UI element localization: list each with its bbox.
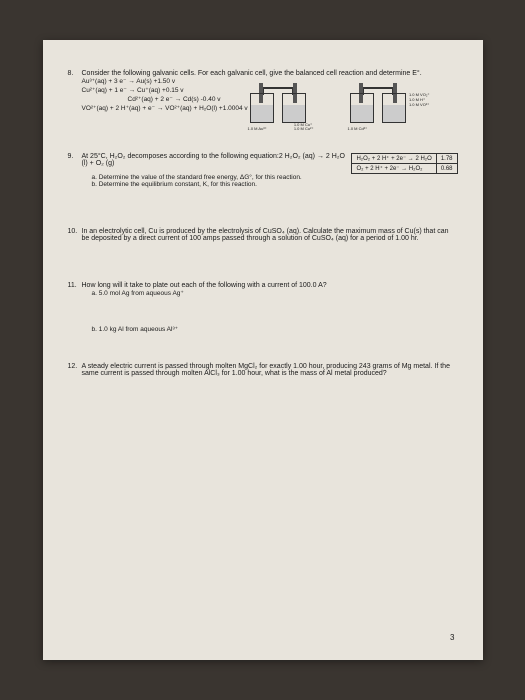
q9-b: b. Determine the equilibrium constant, K… [92,181,458,188]
table-cell: 1.78 [436,154,457,164]
q8-text: Consider the following galvanic cells. F… [82,70,458,77]
q11-b: b. 1.0 kg Al from aqueous Al³⁺ [92,325,458,333]
q10-number: 10. [68,228,82,235]
cell-diagram-2: 1.0 M Cd²⁺ 1.0 M VO₂⁺ 1.0 M H⁺ 1.0 M VO²… [348,83,408,123]
q9-a: a. Determine the value of the standard f… [92,174,458,181]
q10-text: In an electrolytic cell, Cu is produced … [82,228,458,242]
q12-number: 12. [68,363,82,370]
q8-number: 8. [68,70,82,77]
cell-diagram-1: 1.0 M Au³⁺ 1.0 M Cu⁺1.0 M Cu²⁺ [248,83,308,123]
beaker-label: 1.0 M Cd²⁺ [348,126,368,131]
question-8: 8. Consider the following galvanic cells… [68,70,458,123]
q9-text: At 25°C, H₂O₂ decomposes according to th… [82,153,348,167]
q11-number: 11. [68,282,82,289]
galvanic-cell-diagrams: 1.0 M Au³⁺ 1.0 M Cu⁺1.0 M Cu²⁺ 1.0 M Cd²… [248,83,458,123]
beaker-label: 1.0 M Cu⁺1.0 M Cu²⁺ [294,123,314,131]
q11-text: How long will it take to plate out each … [82,282,458,289]
question-9: 9. At 25°C, H₂O₂ decomposes according to… [68,153,458,188]
table-cell: O₂ + 2 H⁺ + 2e⁻ → H₂O₂ [352,164,436,174]
q11-a: a. 5.0 mol Ag from aqueous Ag⁺ [92,289,458,297]
side-label: 1.0 M VO₂⁺ 1.0 M H⁺ 1.0 M VO²⁺ [409,93,430,107]
table-cell: 0.68 [436,164,457,174]
page-number: 3 [450,633,454,642]
q9-number: 9. [68,153,82,160]
table-cell: H₂O₂ + 2 H⁺ + 2e⁻ → 2 H₂O [352,154,436,164]
question-12: 12. A steady electric current is passed … [68,363,458,377]
worksheet-page: 8. Consider the following galvanic cells… [43,40,483,660]
question-10: 10. In an electrolytic cell, Cu is produ… [68,228,458,242]
beaker-label: 1.0 M Au³⁺ [248,126,267,131]
question-11: 11. How long will it take to plate out e… [68,282,458,333]
q12-text: A steady electric current is passed thro… [82,363,458,377]
q9-table: H₂O₂ + 2 H⁺ + 2e⁻ → 2 H₂O1.78 O₂ + 2 H⁺ … [351,153,457,174]
